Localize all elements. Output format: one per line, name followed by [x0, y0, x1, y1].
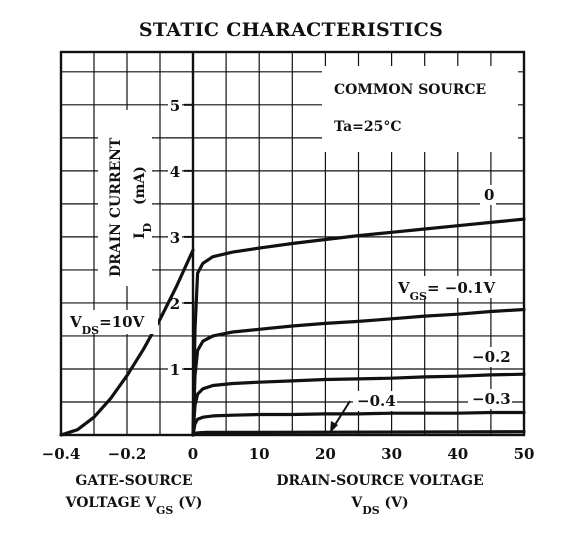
curve-label-vgs-minus-0-3: −0.3: [472, 390, 511, 408]
y-tick-label-bg: [168, 93, 182, 114]
curve-label-vgs-0: 0: [484, 186, 494, 204]
y-tick-label-bg: [168, 357, 182, 378]
ylabel-box: [98, 110, 152, 286]
curves: [59, 217, 526, 437]
y-axis-label-symbol: ID: [132, 222, 154, 239]
y-tick-label: 2: [170, 295, 180, 313]
circuit-label: COMMON SOURCE: [334, 82, 486, 98]
curve-label-vgs-minus-0-4-bg: [353, 391, 397, 411]
x-tick-label-vds: 40: [447, 445, 468, 463]
curve-label-vgs-minus-0-1-bg: [394, 276, 518, 298]
y-tick-label-bg: [168, 159, 182, 180]
arrow-minus-0-4: [330, 400, 351, 433]
x-tick-label-vds: 20: [315, 445, 336, 463]
curve-label-vds-10v-bg: [68, 310, 158, 334]
curve-labels: 0 VGS= −0.1V −0.2 −0.3 −0.4 VDS=10V: [68, 185, 518, 411]
curve-vgs-minus-0-3: [191, 410, 526, 437]
y-tick-label: 3: [170, 229, 180, 247]
curve-label-vgs-minus-0-2-bg: [468, 347, 512, 367]
curve-label-vgs-minus-0-1: VGS= −0.1V: [397, 279, 495, 303]
x-tick-label-vds: 10: [249, 445, 270, 463]
curve-label-vgs-minus-0-4: −0.4: [357, 392, 396, 410]
y-tick-label-bg: [168, 225, 182, 246]
y-axis-label-unit: (mA): [132, 166, 148, 205]
x-tick-label-vgs: 0: [188, 445, 198, 463]
x-axis-tick-labels: −0.4 −0.2 0 10 20 30 40 50: [42, 445, 535, 463]
drain-source-xlabel: DRAIN-SOURCE VOLTAGE VDS (V): [276, 473, 483, 517]
gate-source-xlabel: GATE-SOURCE VOLTAGE VGS (V): [65, 473, 203, 517]
x-tick-label-vgs: −0.4: [42, 445, 81, 463]
y-tick-label: 1: [170, 361, 180, 379]
curve-label-vds-10v: VDS=10V: [69, 313, 145, 337]
curve-vgs-minus-0-1: [191, 307, 526, 437]
chart-title: STATIC CHARACTERISTICS: [139, 19, 443, 41]
gate-source-xlabel-line2: VOLTAGE VGS (V): [65, 495, 203, 517]
drain-source-xlabel-line2: VDS (V): [350, 495, 408, 517]
curve-vds-10v: [59, 248, 195, 437]
common-source-box: [322, 66, 518, 152]
curve-vgs-0: [191, 217, 526, 437]
y-axis-label: DRAIN CURRENT ID (mA): [108, 137, 154, 277]
drain-source-xlabel-line1: DRAIN-SOURCE VOLTAGE: [276, 473, 483, 489]
y-axis-ticks: 1 2 3 4 5: [168, 93, 193, 379]
gate-source-xlabel-line1: GATE-SOURCE: [75, 473, 192, 489]
curve-label-vgs-minus-0-2: −0.2: [472, 348, 511, 366]
curve-label-vgs-minus-0-3-bg: [468, 389, 512, 409]
y-tick-label: 4: [170, 163, 180, 181]
y-tick-label: 5: [170, 97, 180, 115]
curve-vgs-minus-0-4: [191, 430, 526, 437]
curve-vgs-minus-0-2: [191, 372, 526, 437]
temperature-label: Ta=25°C: [334, 119, 402, 135]
x-tick-label-vds: 30: [381, 445, 402, 463]
plot-frame: [59, 50, 526, 437]
x-tick-label-vgs: −0.2: [108, 445, 147, 463]
x-tick-label-vds: 50: [514, 445, 535, 463]
curve-label-vgs-0-bg: [480, 185, 496, 205]
y-axis-label-line1: DRAIN CURRENT: [108, 137, 124, 277]
